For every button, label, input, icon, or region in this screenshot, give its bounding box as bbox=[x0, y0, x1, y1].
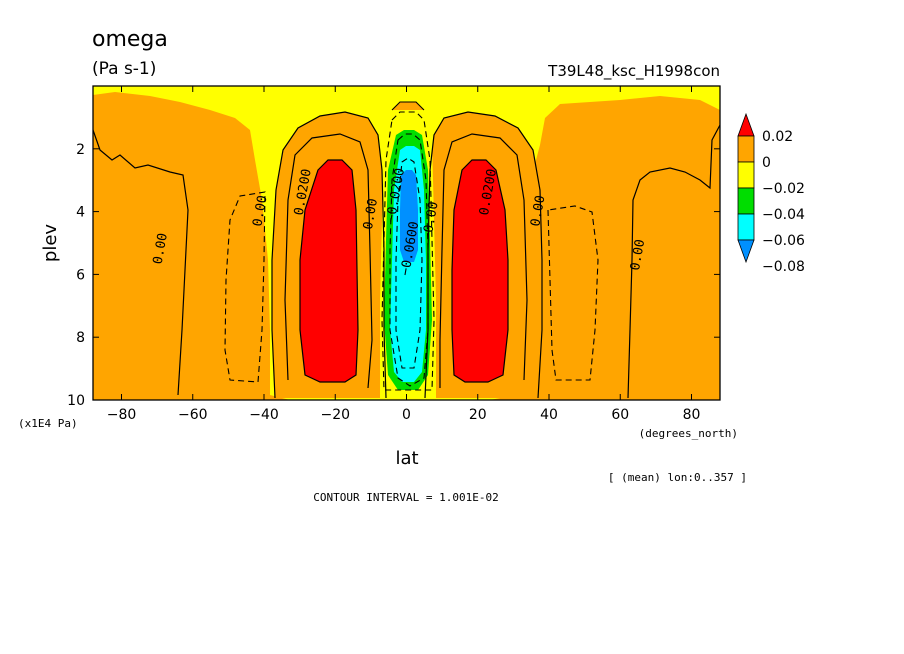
y-tick-label: 10 bbox=[67, 393, 85, 409]
x-tick-label: 20 bbox=[469, 407, 487, 423]
x-tick-label: 0 bbox=[402, 407, 411, 423]
chart-units: (Pa s-1) bbox=[92, 59, 156, 79]
mean-note: [ (mean) lon:0..357 ] bbox=[608, 471, 747, 484]
contour-value-label: 0.00 bbox=[421, 201, 441, 234]
contour-top-dome bbox=[391, 101, 425, 111]
x-unit-label: (degrees_north) bbox=[639, 427, 738, 440]
yellow-top-dome bbox=[392, 102, 424, 110]
contour-red-north bbox=[451, 159, 509, 383]
x-tick-label: −80 bbox=[107, 407, 137, 423]
colorbar-label: −0.04 bbox=[762, 207, 805, 223]
colorbar-label: 0 bbox=[762, 155, 771, 171]
y-unit-label: (x1E4 Pa) bbox=[18, 417, 78, 430]
red-max-south bbox=[300, 160, 358, 382]
contour-zero-arch-north bbox=[424, 111, 543, 399]
red-max-north bbox=[452, 160, 508, 382]
contour-value-label: 0.00 bbox=[361, 197, 381, 230]
contour-interval: CONTOUR INTERVAL = 1.001E-02 bbox=[313, 491, 498, 504]
colorbar: 0.02 0 −0.02 −0.04 −0.06 −0.08 bbox=[737, 112, 805, 275]
y-tick-label: 4 bbox=[76, 205, 85, 221]
contour-zero-left bbox=[92, 129, 189, 396]
plot-area bbox=[92, 85, 721, 401]
contour-dashed-north bbox=[547, 205, 599, 381]
colorbar-bottom-arrow bbox=[737, 239, 755, 264]
colorbar-swatch bbox=[737, 187, 755, 215]
colorbar-label: 0.02 bbox=[762, 129, 793, 145]
x-tick-label: 60 bbox=[611, 407, 629, 423]
orange-right-shoulder bbox=[628, 125, 720, 400]
contour-zero-right bbox=[627, 124, 721, 399]
y-axis: 2 4 6 8 10 bbox=[67, 142, 720, 409]
x-tick-label: −40 bbox=[249, 407, 279, 423]
contour-dashed-equator-mid bbox=[389, 133, 429, 387]
colorbar-swatch bbox=[737, 161, 755, 189]
blue-core bbox=[400, 170, 418, 262]
contour-value-label: 0.00 bbox=[628, 238, 648, 271]
colorbar-label: −0.02 bbox=[762, 181, 805, 197]
x-axis: −80 −60 −40 −20 0 20 40 60 80 bbox=[107, 86, 701, 423]
contour-inner-north bbox=[439, 133, 528, 388]
dashed-contours bbox=[224, 111, 599, 391]
x-tick-label: −20 bbox=[320, 407, 350, 423]
contour-value-label: 0.00 bbox=[250, 194, 270, 227]
contour-value-label: 0.00 bbox=[528, 194, 548, 227]
contour-inner-south bbox=[284, 133, 373, 389]
y-tick-label: 8 bbox=[76, 330, 85, 346]
x-tick-label: 40 bbox=[540, 407, 558, 423]
colorbar-swatch bbox=[737, 213, 755, 241]
run-label: T39L48_ksc_H1998con bbox=[547, 62, 720, 81]
colorbar-swatch bbox=[737, 135, 755, 163]
colorbar-label: −0.06 bbox=[762, 233, 805, 249]
chart-title: omega bbox=[92, 27, 168, 52]
colorbar-top-arrow bbox=[737, 112, 755, 137]
orange-left-shoulder bbox=[93, 130, 188, 400]
y-tick-label: 6 bbox=[76, 267, 85, 283]
y-tick-label: 2 bbox=[76, 142, 85, 158]
x-tick-label: 80 bbox=[683, 407, 701, 423]
x-axis-label: lat bbox=[395, 448, 418, 469]
contour-value-label: 0.00 bbox=[151, 232, 171, 265]
x-tick-label: −60 bbox=[178, 407, 208, 423]
contour-red-south bbox=[299, 159, 359, 383]
y-axis-label: plev bbox=[40, 224, 61, 263]
colorbar-label: −0.08 bbox=[762, 259, 805, 275]
contour-dashed-equator-inner bbox=[395, 157, 423, 369]
